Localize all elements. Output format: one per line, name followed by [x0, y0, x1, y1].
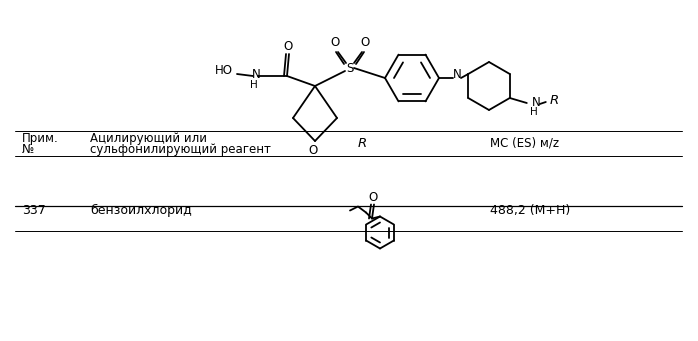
Text: O: O — [309, 145, 318, 158]
Text: O: O — [360, 36, 370, 49]
Text: 337: 337 — [22, 204, 46, 217]
Text: сульфонилирующий реагент: сульфонилирующий реагент — [90, 143, 271, 156]
Text: H: H — [530, 107, 537, 117]
Text: R: R — [358, 137, 367, 150]
Text: Ацилирующий или: Ацилирующий или — [90, 132, 207, 145]
Text: S: S — [346, 61, 354, 74]
Text: бензоилхлорид: бензоилхлорид — [90, 204, 192, 217]
Text: N: N — [532, 97, 540, 109]
Text: Прим.: Прим. — [22, 132, 59, 145]
Text: №: № — [22, 143, 34, 156]
Text: 488,2 (М+Н): 488,2 (М+Н) — [490, 204, 570, 217]
Text: HO: HO — [215, 64, 233, 77]
Text: МС (ES) м/z: МС (ES) м/z — [490, 137, 559, 150]
Text: O: O — [283, 40, 292, 53]
Text: O: O — [369, 191, 378, 204]
Text: N: N — [251, 69, 260, 81]
Text: O: O — [330, 36, 340, 49]
Text: H: H — [250, 80, 258, 90]
Text: R: R — [550, 93, 559, 106]
Text: N: N — [452, 69, 461, 81]
